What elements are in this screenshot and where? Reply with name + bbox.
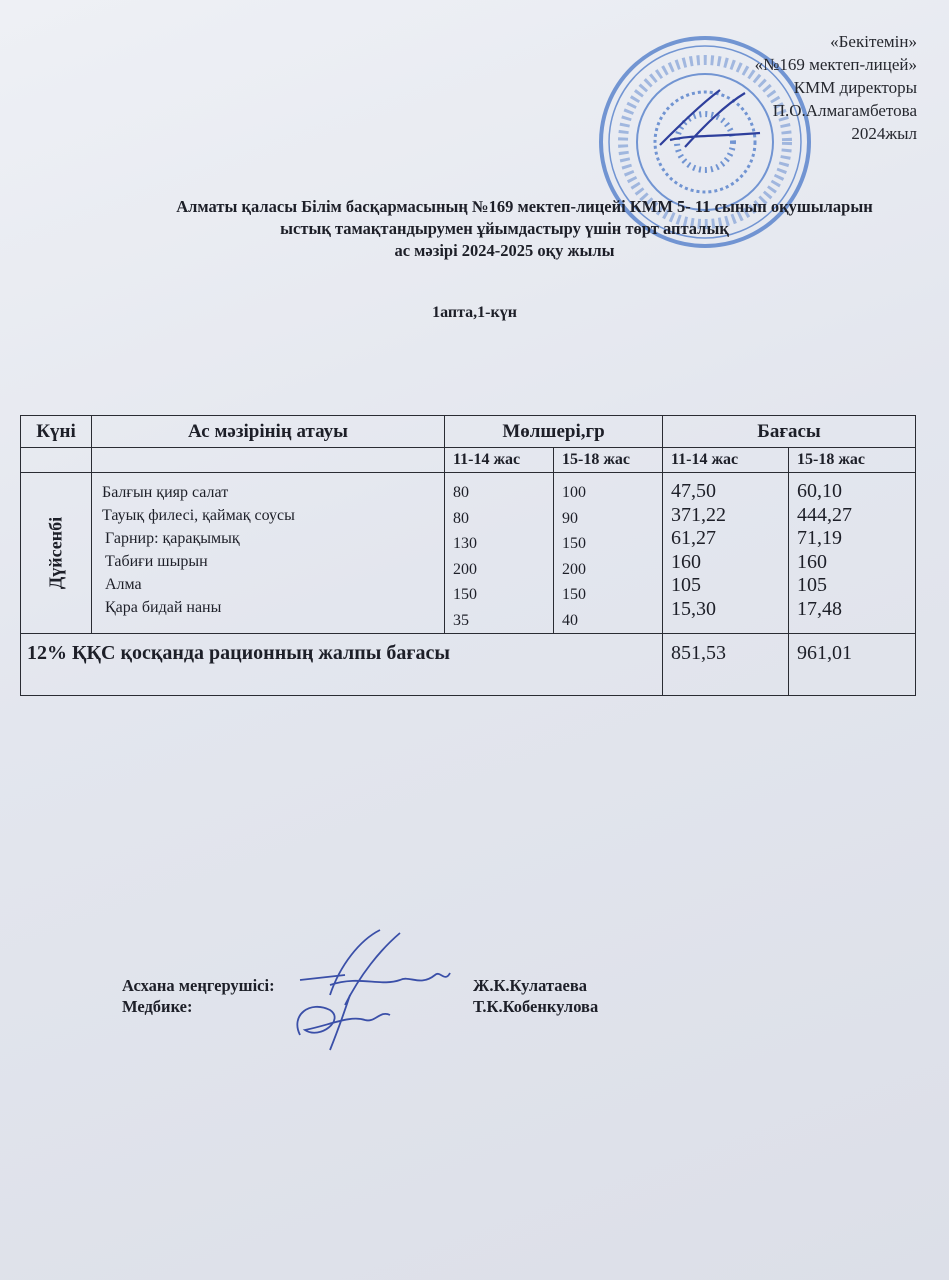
amount-value: 200 — [453, 560, 477, 578]
amount-age2-cell: 100 90 150 200 150 40 — [553, 472, 663, 634]
approval-line: «№169 мектеп-лицей» — [754, 55, 917, 74]
price-value: 160 — [797, 550, 827, 573]
price-value: 105 — [797, 574, 827, 596]
price-value: 71,19 — [797, 527, 842, 549]
official-stamp — [599, 36, 811, 248]
price-value: 17,48 — [797, 597, 842, 620]
total-age1: 851,53 — [662, 633, 789, 696]
header-name: Ас мәзірінің атауы — [91, 415, 445, 448]
price-value: 160 — [671, 550, 701, 573]
total-row: 12% ҚҚС қосқанда рационның жалпы бағасы … — [20, 633, 916, 696]
menu-item: Қара бидай наны — [105, 599, 222, 616]
title-line: Алматы қаласы Білім басқармасының №169 м… — [176, 197, 873, 216]
signature-names: Ж.К.Кулатаева Т.К.Кобенкулова — [473, 975, 598, 1017]
price-value: 105 — [671, 574, 701, 596]
role-nurse: Медбике: — [122, 997, 193, 1016]
role-canteen-head: Асхана меңгерушісі: — [122, 976, 275, 995]
amount-value: 150 — [562, 586, 586, 603]
total-label: 12% ҚҚС қосқанда рационның жалпы бағасы — [20, 633, 663, 696]
amount-value: 150 — [453, 586, 477, 603]
total-age2: 961,01 — [788, 633, 916, 696]
amount-value: 200 — [562, 560, 586, 578]
header-amount-age2: 15-18 жас — [553, 447, 663, 473]
day-label: Дүйсенбі — [45, 516, 66, 590]
price-value: 15,30 — [671, 597, 716, 620]
price-value: 60,10 — [797, 480, 842, 502]
menu-item: Алма — [105, 576, 142, 593]
price-age2-cell: 60,10 444,27 71,19 160 105 17,48 — [788, 472, 916, 634]
approval-line: П.О.Алмагамбетова — [772, 101, 917, 120]
header-price: Бағасы — [662, 415, 916, 448]
header-empty — [91, 447, 445, 473]
menu-item: Балғын қияр салат — [102, 484, 229, 501]
amount-age1-cell: 80 80 130 200 150 35 — [444, 472, 554, 634]
amount-value: 40 — [562, 611, 578, 629]
header-day: Күні — [20, 415, 92, 448]
day-cell: Дүйсенбі — [20, 472, 92, 634]
amount-value: 130 — [453, 535, 477, 552]
header-price-age2: 15-18 жас — [788, 447, 916, 473]
menu-table: Күні Ас мәзірінің атауы Мөлшері,гр Бағас… — [20, 415, 916, 696]
items-cell: Балғын қияр салат Тауық филесі, қаймақ с… — [91, 472, 445, 634]
title-line: ас мәзірі 2024-2025 оқу жылы — [394, 241, 615, 260]
amount-value: 90 — [562, 509, 578, 527]
approval-line: «Бекітемін» — [830, 32, 917, 51]
menu-item: Тауық филесі, қаймақ соусы — [102, 507, 295, 524]
price-value: 371,22 — [671, 503, 726, 526]
document-title: Алматы қаласы Білім басқармасының №169 м… — [60, 196, 949, 262]
header-amount: Мөлшері,гр — [444, 415, 663, 448]
header-price-age1: 11-14 жас — [662, 447, 789, 473]
handwritten-signatures — [296, 929, 451, 1051]
amount-value: 80 — [453, 484, 469, 501]
header-amount-age1: 11-14 жас — [444, 447, 554, 473]
approval-line: КММ директоры — [793, 78, 917, 97]
amount-value: 80 — [453, 509, 469, 527]
price-value: 47,50 — [671, 480, 716, 502]
title-line: ыстық тамақтандырумен ұйымдастыру үшін т… — [280, 219, 729, 238]
header-empty — [20, 447, 92, 473]
amount-value: 100 — [562, 484, 586, 501]
menu-item: Гарнир: қарақымық — [105, 530, 240, 547]
name-nurse: Т.К.Кобенкулова — [473, 997, 599, 1016]
amount-value: 35 — [453, 611, 469, 629]
approval-block: «Бекітемін» «№169 мектеп-лицей» КММ дире… — [755, 30, 917, 145]
week-day-label: 1апта,1-күн — [432, 304, 517, 321]
menu-item: Табиғи шырын — [105, 553, 208, 570]
approval-line: 2024жыл — [851, 124, 917, 143]
signature-roles: Асхана меңгерушісі: Медбике: — [122, 975, 275, 1017]
director-signature — [659, 89, 761, 148]
table-row: Дүйсенбі Балғын қияр салат Тауық филесі,… — [20, 472, 916, 634]
name-canteen-head: Ж.К.Кулатаева — [473, 976, 588, 995]
price-age1-cell: 47,50 371,22 61,27 160 105 15,30 — [662, 472, 789, 634]
amount-value: 150 — [562, 535, 586, 552]
price-value: 61,27 — [671, 527, 716, 549]
price-value: 444,27 — [797, 503, 852, 526]
